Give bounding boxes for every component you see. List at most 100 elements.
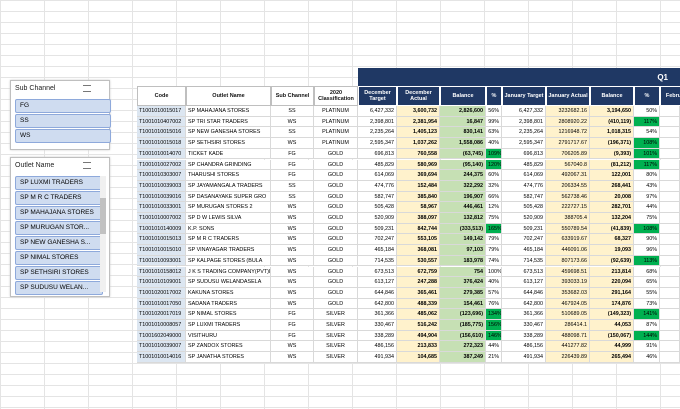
table-cell-empty [660, 255, 680, 267]
table-cell: 76% [486, 298, 502, 310]
quarter-band: Q1 [358, 68, 680, 86]
slicer-item[interactable]: SP MURUGAN STOR... [15, 221, 103, 235]
table-cell: WS [271, 138, 314, 149]
table-cell: 43% [634, 180, 660, 192]
table-cell: 369,694 [397, 170, 440, 181]
slicer-item[interactable]: SP LUXMI TRADERS [15, 176, 103, 190]
table-cell: 582,747 [502, 191, 546, 203]
table-cell: 488,339 [397, 298, 440, 310]
table-cell: SP KALPAGE STORES (BULA [186, 255, 271, 267]
table-cell: SILVER [314, 330, 358, 342]
table-cell: T1001010039016 [137, 191, 186, 203]
slicer-item[interactable]: SP MAHAJANA STORES [15, 206, 103, 220]
table-cell: 673,513 [502, 266, 546, 278]
table-cell: 387,249 [440, 352, 486, 363]
table-cell: PLATINUM [314, 127, 358, 139]
table-cell-empty [660, 341, 680, 353]
table-cell: GOLD [314, 159, 358, 171]
table-cell: 46% [634, 352, 660, 363]
clear-filter-icon[interactable] [97, 162, 105, 169]
column-header[interactable]: 2020 Classification [314, 86, 358, 106]
slicer-item[interactable]: WS [15, 129, 111, 143]
slicer-item[interactable]: SP NIMAL STORES [15, 251, 103, 265]
table-cell: 74% [486, 255, 502, 267]
table-cell: 1,037,262 [397, 138, 440, 149]
clear-filter-icon[interactable] [97, 85, 105, 92]
table-cell: SP MURUGAN STORES 2 [186, 202, 271, 213]
table-cell: 509,231 [358, 223, 397, 235]
table-cell: (410,119) [590, 116, 634, 128]
table-cell: 75% [634, 213, 660, 224]
table-cell: 80% [634, 170, 660, 181]
table-cell: T1001010015018 [137, 138, 186, 149]
table-cell: 365,461 [397, 287, 440, 299]
table-cell: T1001010014016 [137, 352, 186, 363]
column-header[interactable]: December Target [358, 86, 397, 106]
table-cell: SS [271, 180, 314, 192]
table-cell: 3,600,732 [397, 106, 440, 117]
table-cell: K.P. SONS [186, 223, 271, 235]
table-cell: 3232682.16 [546, 106, 590, 117]
table-cell: 96% [634, 245, 660, 256]
table-cell: WS [271, 352, 314, 363]
table-cell: 44,053 [590, 320, 634, 331]
scroll-thumb[interactable] [100, 198, 106, 234]
column-header[interactable]: December Actual [397, 86, 440, 106]
table-cell: 322,292 [440, 180, 486, 192]
table-cell: 642,800 [358, 298, 397, 310]
table-cell: 459698.51 [546, 266, 590, 278]
table-cell: 291,164 [590, 287, 634, 299]
column-header[interactable]: Outlet Name [186, 86, 271, 106]
table-cell: 385,840 [397, 191, 440, 203]
column-header[interactable]: Balance [440, 86, 486, 106]
table-cell: T1001010140009 [137, 223, 186, 235]
slicer-item[interactable]: SP SETHSIRI STORES [15, 266, 103, 280]
table-cell: 376,424 [440, 277, 486, 288]
table-cell: 12% [486, 202, 502, 213]
column-header[interactable]: % [486, 86, 502, 106]
table-cell: T1001010014070 [137, 148, 186, 160]
table-cell: 87% [634, 320, 660, 331]
column-header[interactable]: Februa [660, 86, 680, 106]
table-cell: 222727.15 [546, 202, 590, 213]
slicer-item[interactable]: SS [15, 114, 111, 128]
column-header[interactable]: % [634, 86, 660, 106]
multi-select-icon[interactable] [83, 162, 91, 169]
table-cell: 520,909 [502, 213, 546, 224]
table-cell: 56% [486, 106, 502, 117]
slicer-item[interactable]: FG [15, 99, 111, 113]
column-header[interactable]: Code [137, 86, 186, 106]
slicer-item[interactable]: SP SUDUSU WELAN... [15, 281, 103, 295]
table-cell: PLATINUM [314, 138, 358, 149]
table-cell: 44% [486, 341, 502, 353]
table-cell: 553,105 [397, 234, 440, 246]
table-cell: SP DASANAYAKE SUPER GRO [186, 191, 271, 203]
table-cell: 2,398,801 [502, 116, 546, 128]
table-cell: 474,776 [502, 180, 546, 192]
table-cell: 220,094 [590, 277, 634, 288]
table-cell: T1001010015016 [137, 127, 186, 139]
slicer-item[interactable]: SP M R C TRADERS [15, 191, 103, 205]
multi-select-icon[interactable] [83, 85, 91, 92]
table-cell: 40% [486, 277, 502, 288]
table-cell-empty [660, 287, 680, 299]
column-header[interactable]: January Target [502, 86, 546, 106]
column-header[interactable]: January Actual [546, 86, 590, 106]
table-cell: T1001010039003 [137, 180, 186, 192]
table-cell: WS [271, 245, 314, 256]
table-cell: FG [271, 330, 314, 342]
column-header[interactable]: Balance [590, 86, 634, 106]
table-cell: WS [271, 223, 314, 235]
table-cell: 567040.8 [546, 159, 590, 171]
table-cell: T1001602049000 [137, 330, 186, 342]
table-cell: 706205.89 [546, 148, 590, 160]
table-cell: WS [271, 234, 314, 246]
table-cell: GOLD [314, 277, 358, 288]
table-cell: FG [271, 309, 314, 320]
table-cell: T1001010008057 [137, 320, 186, 331]
table-cell-empty [660, 148, 680, 160]
column-header[interactable]: Sub Channel [271, 86, 314, 106]
table-cell: (123,696) [440, 309, 486, 320]
slicer-item[interactable]: SP NEW GANESHA S... [15, 236, 103, 250]
table-cell: 760,558 [397, 148, 440, 160]
